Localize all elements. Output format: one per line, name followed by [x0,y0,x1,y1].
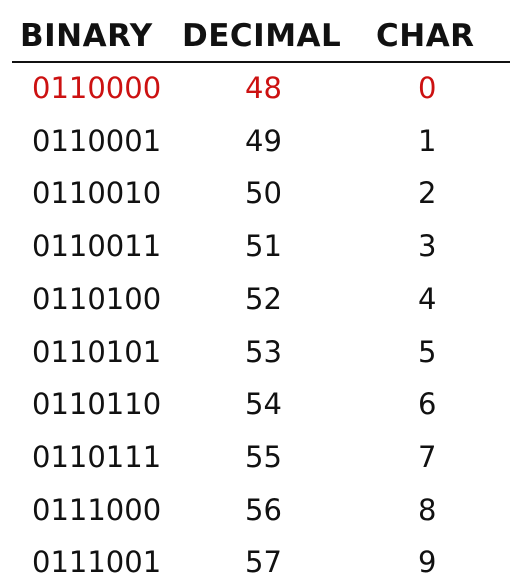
table-row: 0110111 55 7 [0,431,516,483]
cell-binary: 0110010 [32,176,162,211]
table-row: 0110001 49 1 [0,115,516,167]
header-decimal: DECIMAL [182,18,342,54]
cell-decimal: 54 [245,387,282,422]
table-row: 0110110 54 6 [0,378,516,430]
header-char: CHAR [376,18,475,54]
cell-char: 2 [418,176,437,211]
cell-char: 6 [418,387,437,422]
cell-binary: 0110101 [32,334,162,369]
cell-binary: 0111000 [32,492,162,527]
table-row: 0110100 52 4 [0,273,516,325]
cell-char: 0 [418,71,437,105]
table-row: 0111001 57 9 [0,536,516,588]
cell-char: 1 [418,123,437,158]
cell-decimal: 57 [245,545,282,580]
table-row: 0110010 50 2 [0,167,516,219]
cell-char: 4 [418,281,437,316]
table-row: 0111000 56 8 [0,484,516,536]
table-header: BINARY DECIMAL CHAR [0,14,516,58]
cell-binary: 0110011 [32,229,162,264]
cell-decimal: 50 [245,176,282,211]
cell-char: 3 [418,229,437,264]
cell-binary: 0110100 [32,281,162,316]
cell-char: 9 [418,545,437,580]
table-row: 0110011 51 3 [0,220,516,272]
table-row: 0110101 53 5 [0,326,516,378]
cell-decimal: 55 [245,439,282,474]
cell-decimal: 52 [245,281,282,316]
header-binary: BINARY [20,18,153,54]
table-row: 0110000 48 0 [0,62,516,114]
cell-binary: 0110001 [32,123,162,158]
cell-decimal: 53 [245,334,282,369]
header-divider [12,61,510,63]
cell-binary: 0111001 [32,545,162,580]
cell-decimal: 56 [245,492,282,527]
cell-char: 8 [418,492,437,527]
cell-binary: 0110110 [32,387,162,422]
cell-decimal: 49 [245,123,282,158]
cell-binary: 0110111 [32,439,162,474]
cell-char: 5 [418,334,437,369]
cell-binary: 0110000 [32,71,162,105]
cell-decimal: 48 [245,71,282,105]
cell-char: 7 [418,439,437,474]
cell-decimal: 51 [245,229,282,264]
